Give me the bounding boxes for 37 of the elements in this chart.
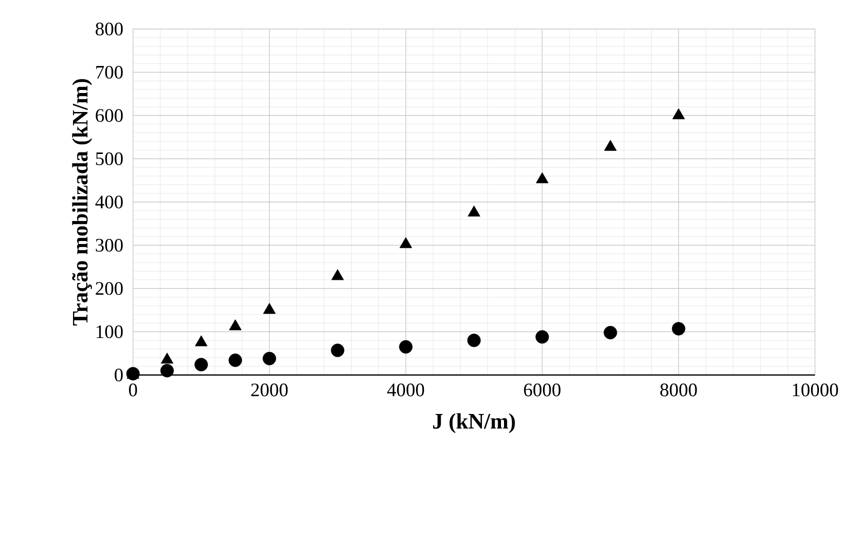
x-tick-label: 2000	[251, 384, 288, 396]
point	[604, 140, 617, 151]
y-tick-label: 700	[96, 66, 123, 79]
y-tick-label: 100	[96, 325, 123, 338]
point	[536, 172, 548, 184]
y-tick-label: 200	[96, 282, 123, 295]
point	[604, 326, 618, 340]
x-tick-label: 4000	[387, 384, 424, 396]
point	[400, 237, 412, 248]
x-tick-label: 8000	[660, 384, 697, 396]
point	[467, 334, 481, 348]
point	[160, 364, 174, 378]
y-tick-label: 800	[96, 22, 123, 36]
point	[194, 358, 208, 372]
y-tick-label: 0	[114, 368, 123, 382]
point	[228, 354, 242, 367]
x-tick-label: 0	[128, 384, 138, 396]
x-tick-label: 10000	[792, 384, 838, 396]
y-tick-label: 600	[96, 109, 123, 122]
point	[399, 340, 412, 354]
point	[672, 108, 685, 120]
point	[160, 352, 174, 364]
y-tick-label: 400	[95, 196, 123, 208]
y-axis-title: Tração mobilizada (kN/m)	[72, 79, 92, 326]
point	[194, 335, 208, 346]
x-tick-label: 6000	[524, 384, 560, 396]
point	[331, 269, 344, 280]
x-axis-title: J (kN/m)	[433, 413, 515, 434]
point	[263, 302, 276, 314]
y-tick-label: 500	[96, 152, 123, 166]
point	[468, 206, 480, 217]
point	[330, 344, 344, 358]
y-tick-label: 300	[96, 238, 123, 252]
point	[229, 319, 242, 330]
point	[536, 330, 549, 344]
point	[262, 352, 276, 366]
point	[672, 322, 686, 336]
